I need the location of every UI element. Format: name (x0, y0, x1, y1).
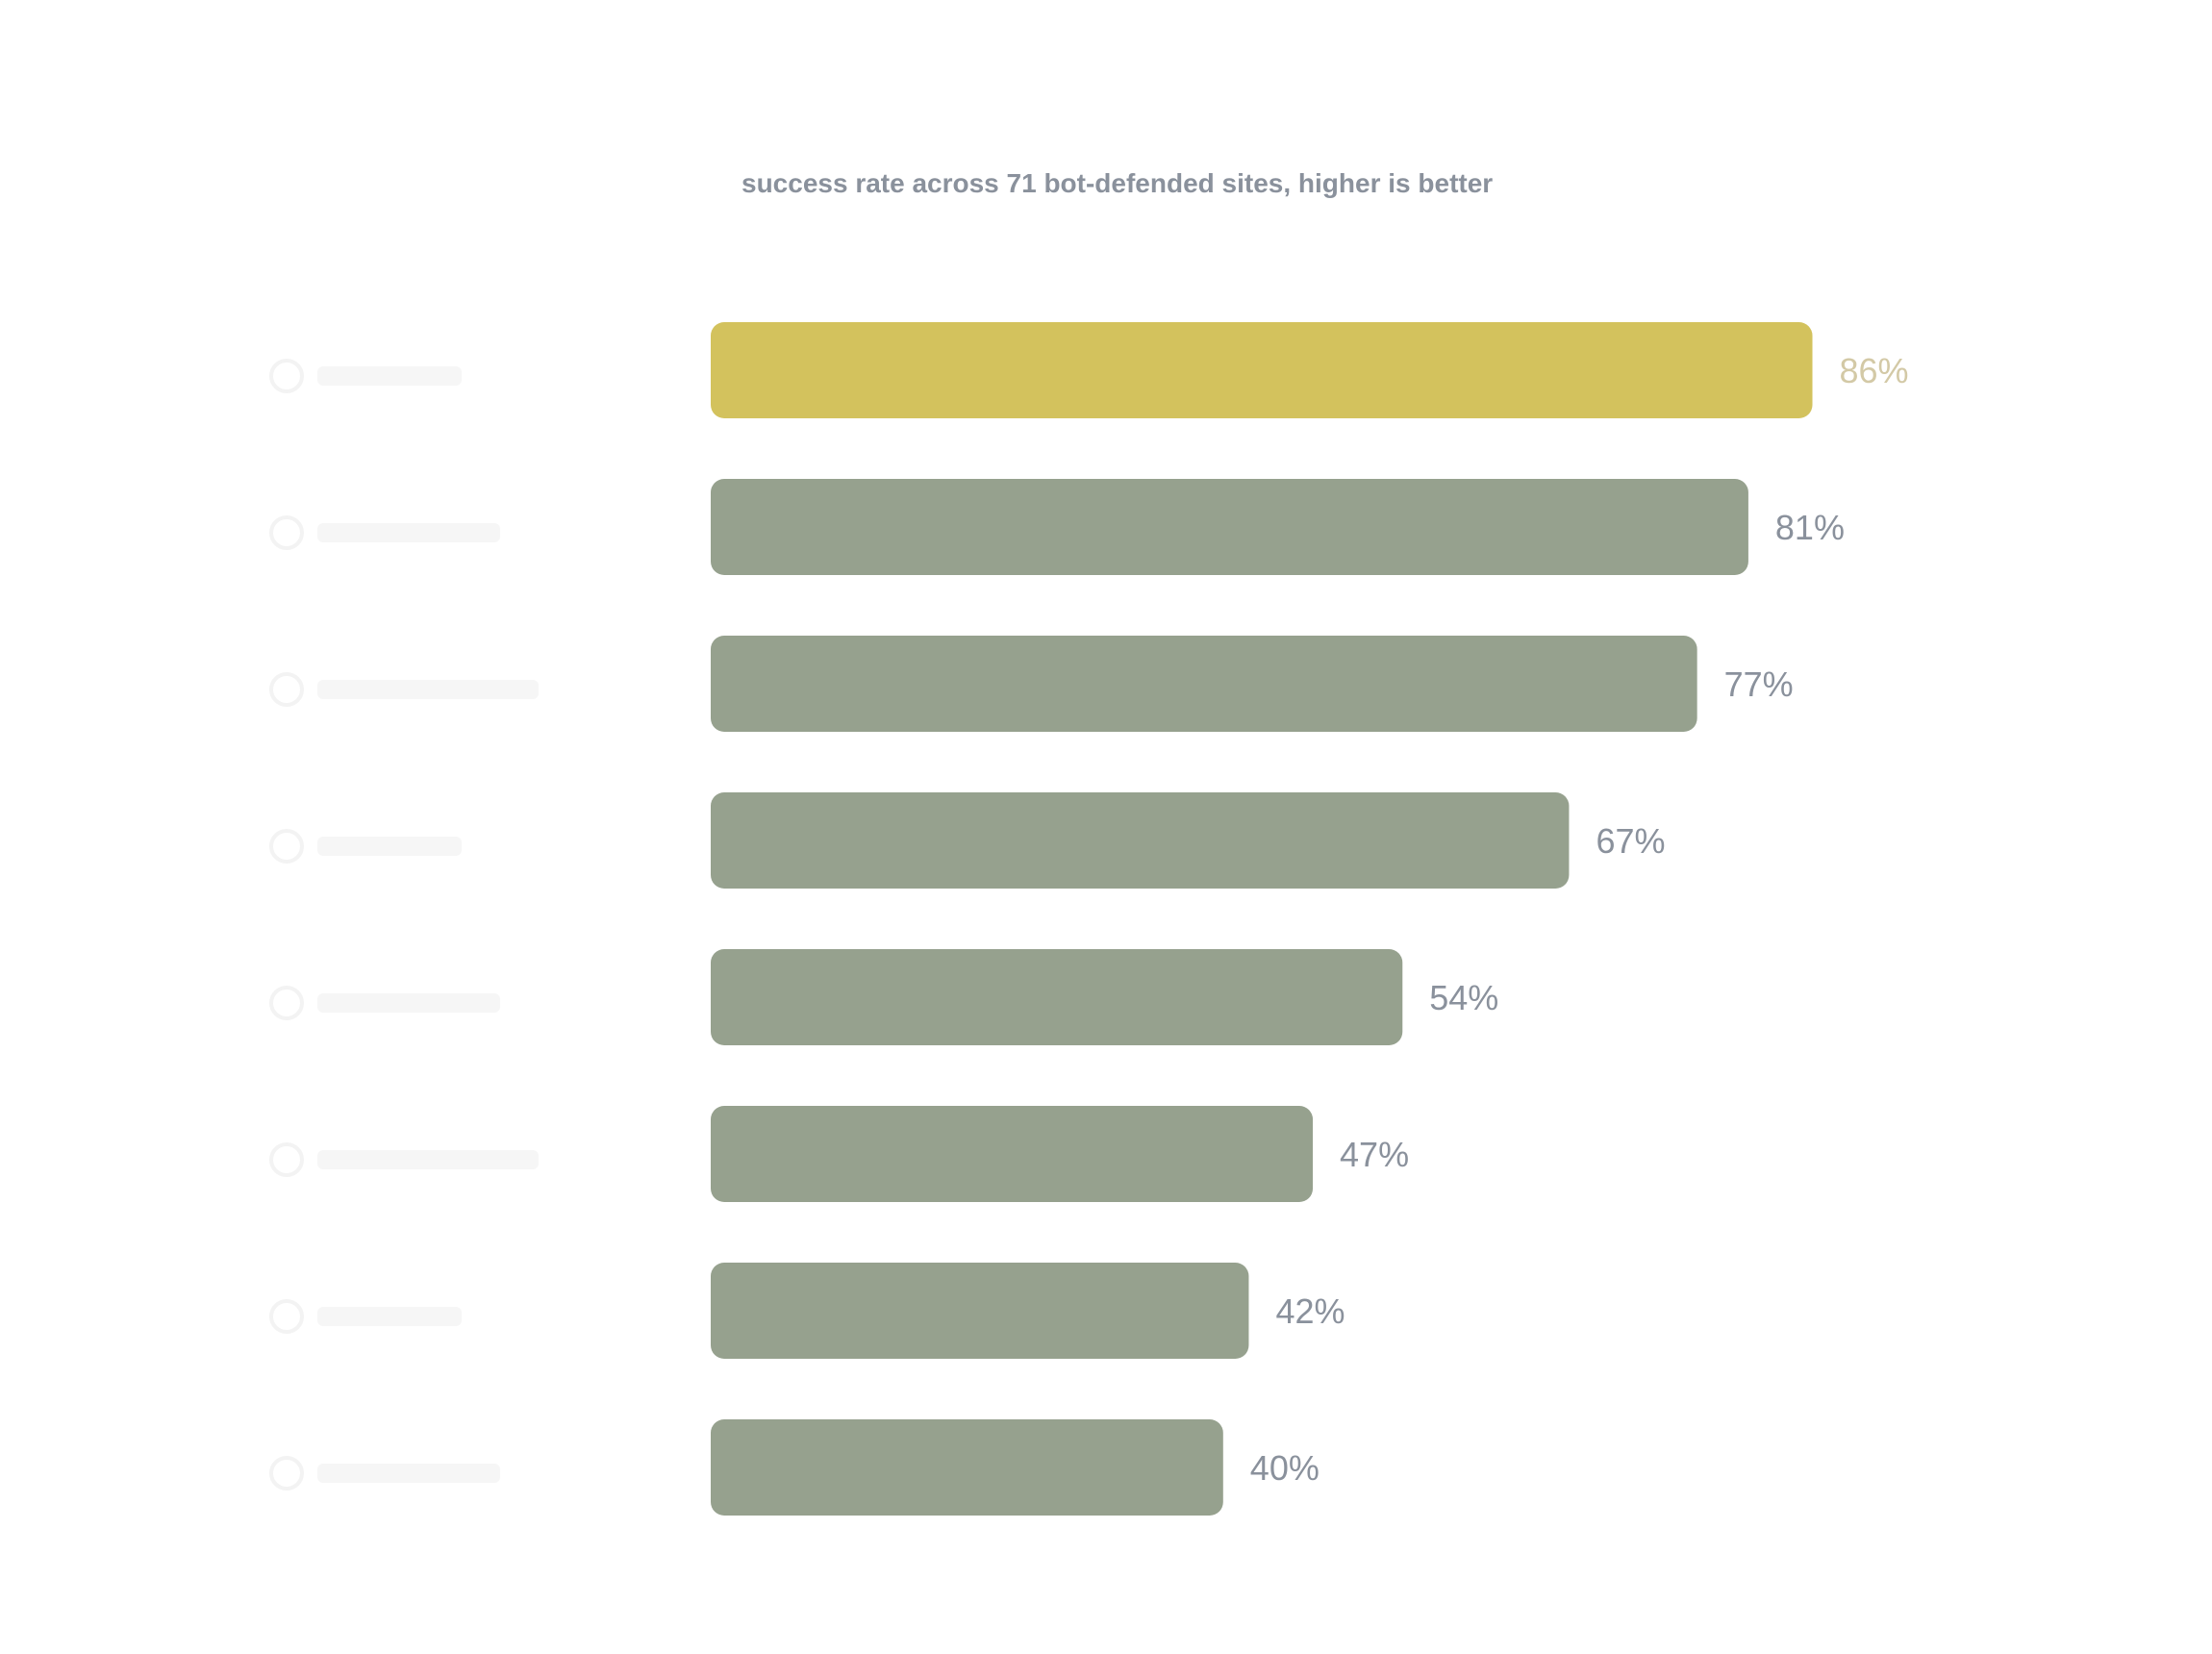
value-label-7: 42% (1275, 1291, 1345, 1331)
bar-7 (711, 1263, 1249, 1359)
category-logo-4 (269, 829, 462, 864)
value-label-8: 40% (1250, 1448, 1320, 1488)
category-logo-2 (269, 515, 500, 550)
value-label-4: 67% (1596, 821, 1665, 861)
category-logo-5 (269, 986, 500, 1020)
bar-8 (711, 1419, 1223, 1516)
chart-subtitle: success rate across 71 bot-defended site… (742, 168, 1494, 198)
category-logo-1 (269, 359, 462, 393)
value-label-3: 77% (1724, 664, 1794, 704)
bar-5 (711, 949, 1403, 1045)
bar-6 (711, 1106, 1314, 1202)
bar-3 (711, 636, 1697, 732)
value-label-1: 86% (1840, 351, 1909, 390)
category-logo-6 (269, 1142, 539, 1177)
category-logo-3 (269, 672, 539, 707)
bars-group (711, 322, 1813, 1516)
value-labels-group: 86% 81% 77% 67% 54% 47% 42% 40% (1250, 351, 1909, 1488)
value-label-5: 54% (1429, 978, 1498, 1017)
bar-4 (711, 792, 1570, 889)
bar-1 (711, 322, 1813, 418)
category-logo-8 (269, 1456, 500, 1491)
category-logo-7 (269, 1299, 462, 1334)
category-logos (269, 359, 539, 1491)
value-label-2: 81% (1775, 508, 1845, 547)
bar-2 (711, 479, 1748, 575)
value-label-6: 47% (1340, 1135, 1409, 1174)
